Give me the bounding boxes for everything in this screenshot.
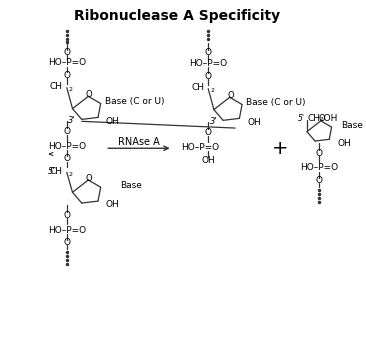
Text: HO–P=O: HO–P=O xyxy=(48,142,86,151)
Text: OH: OH xyxy=(106,201,119,210)
Text: O: O xyxy=(63,154,70,163)
Text: OH: OH xyxy=(247,118,261,127)
Text: 2: 2 xyxy=(69,172,73,177)
Text: Base (C or U): Base (C or U) xyxy=(105,97,164,106)
Text: 2: 2 xyxy=(69,87,73,92)
Text: 3': 3' xyxy=(68,116,76,125)
Text: O: O xyxy=(205,48,212,57)
Text: O: O xyxy=(63,48,70,57)
Text: OH: OH xyxy=(106,117,119,126)
Text: 5': 5' xyxy=(298,114,305,123)
Text: HO–P=O: HO–P=O xyxy=(182,143,220,152)
Text: CH: CH xyxy=(50,167,63,176)
Text: Base: Base xyxy=(120,181,142,190)
Text: HO–P=O: HO–P=O xyxy=(48,225,86,234)
Text: CH: CH xyxy=(191,83,204,92)
Text: Ribonuclease A Specificity: Ribonuclease A Specificity xyxy=(74,9,280,23)
Text: O: O xyxy=(315,149,322,158)
Text: O: O xyxy=(63,71,70,80)
Text: O: O xyxy=(63,127,70,136)
Text: O: O xyxy=(86,174,93,183)
Text: O: O xyxy=(205,129,212,138)
Text: Base: Base xyxy=(341,121,363,130)
Text: O: O xyxy=(205,72,212,81)
Text: +: + xyxy=(272,139,288,158)
Text: Base (C or U): Base (C or U) xyxy=(246,98,306,107)
Text: 2: 2 xyxy=(210,88,214,93)
Text: HO–P=O: HO–P=O xyxy=(48,58,86,67)
Text: O: O xyxy=(63,238,70,247)
Text: 3': 3' xyxy=(210,117,217,126)
Text: CH: CH xyxy=(50,82,63,91)
Text: O: O xyxy=(318,114,325,123)
Text: O: O xyxy=(63,211,70,220)
Text: OH: OH xyxy=(201,156,215,165)
Text: O: O xyxy=(86,90,93,99)
Text: HO–P=O: HO–P=O xyxy=(189,59,227,68)
Text: O: O xyxy=(227,91,234,100)
Text: O: O xyxy=(315,176,322,185)
Text: RNAse A: RNAse A xyxy=(118,136,160,147)
Text: OH: OH xyxy=(337,139,351,148)
Text: 5': 5' xyxy=(48,167,55,176)
Text: CH₂OH: CH₂OH xyxy=(308,114,338,123)
Text: HO–P=O: HO–P=O xyxy=(300,163,338,172)
